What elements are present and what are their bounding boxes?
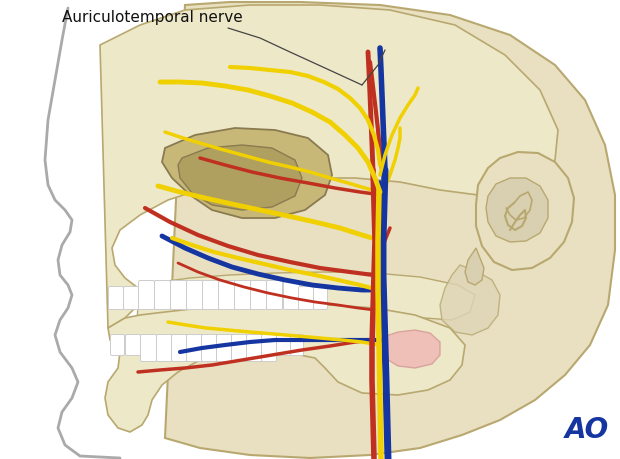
Polygon shape bbox=[135, 272, 475, 355]
Polygon shape bbox=[486, 178, 548, 242]
Polygon shape bbox=[178, 145, 302, 210]
Polygon shape bbox=[105, 305, 465, 432]
FancyBboxPatch shape bbox=[123, 286, 140, 309]
FancyBboxPatch shape bbox=[154, 280, 170, 309]
Text: Auriculotemporal nerve: Auriculotemporal nerve bbox=[62, 10, 243, 25]
Polygon shape bbox=[162, 128, 332, 218]
FancyBboxPatch shape bbox=[218, 280, 236, 309]
Polygon shape bbox=[378, 330, 440, 368]
FancyBboxPatch shape bbox=[138, 280, 154, 309]
Polygon shape bbox=[165, 2, 615, 458]
FancyBboxPatch shape bbox=[234, 280, 252, 309]
FancyBboxPatch shape bbox=[247, 335, 262, 362]
FancyBboxPatch shape bbox=[187, 335, 203, 362]
FancyBboxPatch shape bbox=[314, 286, 327, 309]
FancyBboxPatch shape bbox=[187, 280, 203, 309]
FancyBboxPatch shape bbox=[277, 335, 291, 356]
FancyBboxPatch shape bbox=[216, 335, 234, 362]
FancyBboxPatch shape bbox=[110, 335, 125, 356]
FancyBboxPatch shape bbox=[125, 335, 141, 356]
FancyBboxPatch shape bbox=[291, 335, 304, 356]
Polygon shape bbox=[465, 248, 484, 285]
FancyBboxPatch shape bbox=[298, 286, 314, 309]
FancyBboxPatch shape bbox=[267, 280, 283, 309]
FancyBboxPatch shape bbox=[203, 280, 219, 309]
FancyBboxPatch shape bbox=[283, 280, 299, 309]
FancyBboxPatch shape bbox=[231, 335, 247, 362]
FancyBboxPatch shape bbox=[156, 335, 172, 362]
FancyBboxPatch shape bbox=[202, 335, 218, 362]
FancyBboxPatch shape bbox=[262, 335, 277, 362]
FancyBboxPatch shape bbox=[141, 335, 156, 362]
Polygon shape bbox=[100, 5, 558, 328]
FancyBboxPatch shape bbox=[172, 335, 188, 362]
FancyBboxPatch shape bbox=[108, 286, 123, 309]
FancyBboxPatch shape bbox=[170, 280, 187, 309]
Polygon shape bbox=[476, 152, 574, 270]
FancyBboxPatch shape bbox=[250, 280, 267, 309]
Polygon shape bbox=[440, 265, 500, 335]
Text: AO: AO bbox=[565, 416, 609, 444]
